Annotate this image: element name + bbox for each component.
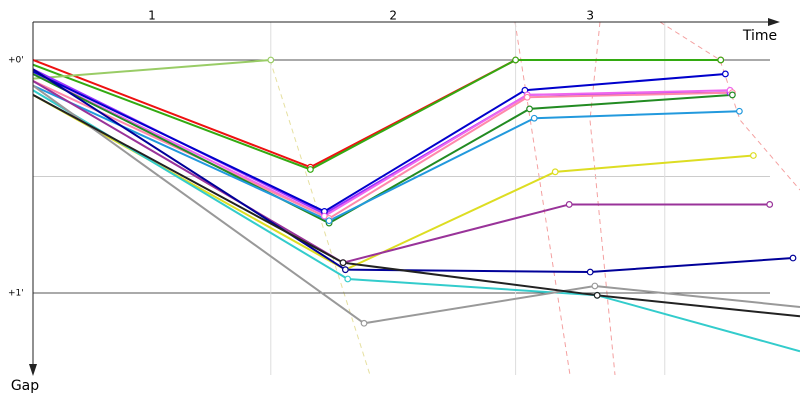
lap-point xyxy=(344,275,352,283)
lap-label: 1 xyxy=(148,9,156,23)
lap-point xyxy=(565,201,573,208)
series-line xyxy=(32,58,721,171)
y-axis-title: Gap xyxy=(11,378,39,394)
lap-point xyxy=(593,291,601,299)
y-axis-arrow xyxy=(29,364,37,376)
lap-point xyxy=(360,319,368,327)
series-line xyxy=(32,73,733,225)
lap-point xyxy=(523,93,531,101)
series-line xyxy=(32,70,726,213)
lap-point xyxy=(325,217,333,225)
x-axis-arrow xyxy=(768,18,780,26)
lap-point xyxy=(339,259,347,267)
lap-point xyxy=(728,91,736,99)
dashed-line xyxy=(514,21,571,376)
series-line xyxy=(32,84,740,222)
series-line xyxy=(32,58,271,80)
lap-point xyxy=(267,56,275,64)
series-line xyxy=(32,94,800,318)
lap-label: 2 xyxy=(389,9,397,23)
lap-point xyxy=(526,105,533,113)
series-line xyxy=(32,80,733,220)
lap-point xyxy=(586,268,594,276)
series-line xyxy=(32,80,770,264)
lap-point xyxy=(721,70,729,78)
lap-point xyxy=(551,168,559,176)
plot xyxy=(32,56,800,353)
lap-point xyxy=(735,107,743,115)
lap-label: 3 xyxy=(586,9,594,23)
lap-point xyxy=(512,56,519,64)
lap-point xyxy=(749,152,757,159)
lap-point xyxy=(717,56,725,64)
x-axis-title: Time xyxy=(742,28,777,44)
lap-point xyxy=(341,266,349,274)
y-tick-label: +0' xyxy=(8,55,24,65)
lap-point xyxy=(307,166,314,173)
series-line xyxy=(32,94,754,271)
lap-point xyxy=(591,282,599,290)
series-line xyxy=(32,68,794,274)
series-line xyxy=(32,73,731,218)
lap-point xyxy=(530,114,538,122)
lap-point xyxy=(766,201,774,208)
series-line xyxy=(32,84,800,325)
y-tick-label: +1' xyxy=(8,288,24,298)
lap-point xyxy=(789,254,797,262)
series-line xyxy=(32,89,800,353)
